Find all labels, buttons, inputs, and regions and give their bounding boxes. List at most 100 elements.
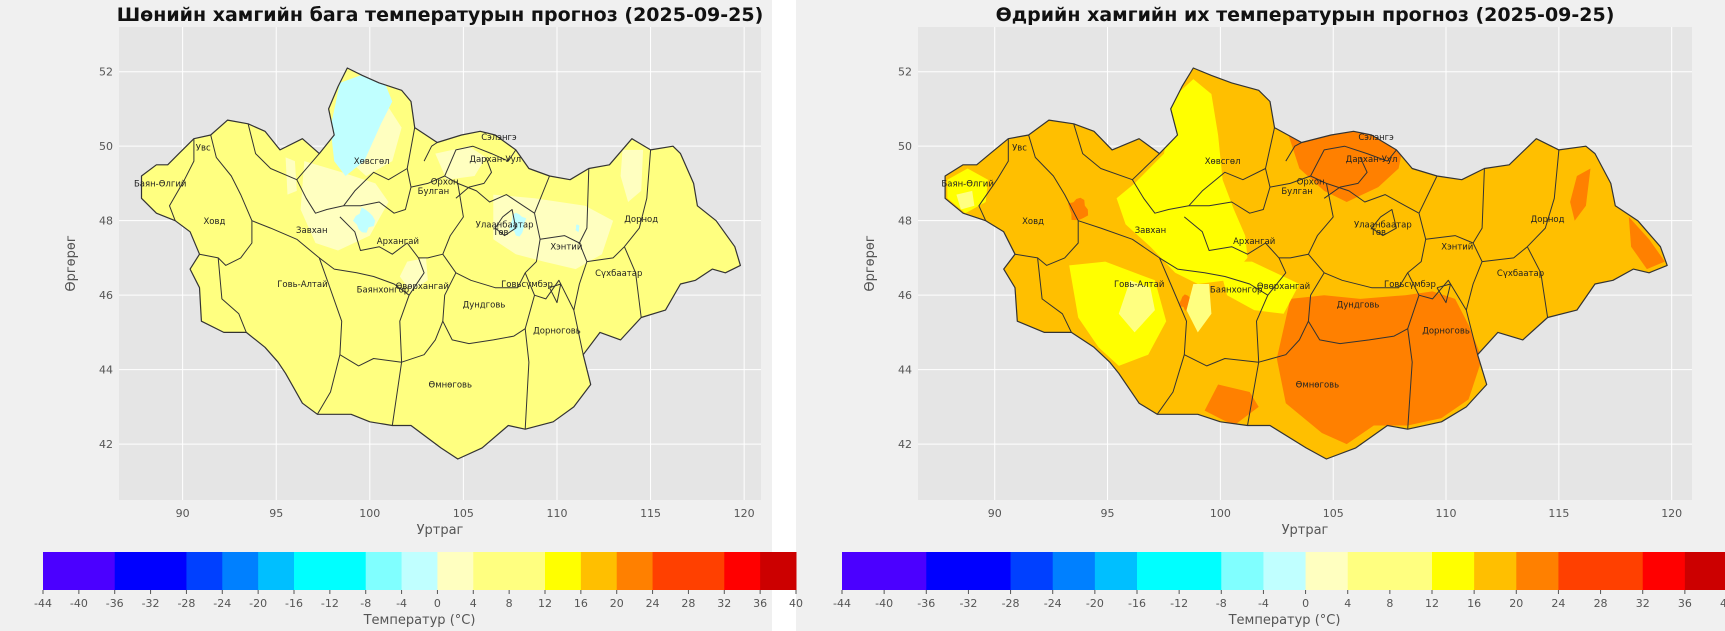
temperature-zone [1116, 79, 1248, 284]
map-max: Өдрийн хамгийн их температурын прогноз (… [833, 4, 1725, 628]
province-label: Баян-Өлгий [941, 179, 993, 189]
colorbar-label: Температур (°C) [363, 613, 476, 628]
temperature-zone [620, 149, 644, 202]
y-tick-label: 50 [898, 140, 912, 153]
temperature-zone [575, 224, 580, 233]
colorbar-tick-label: -4 [396, 597, 407, 610]
province-boundary [444, 145, 517, 177]
colorbar-tick-label: 36 [753, 597, 767, 610]
province-boundary [339, 321, 444, 367]
province-label: Дундговь [1337, 300, 1380, 310]
province-label: Сүхбаатар [1497, 269, 1544, 279]
x-tick-label: 110 [1436, 507, 1457, 520]
colorbar-bin [1263, 552, 1307, 590]
temperature-zone [1570, 168, 1591, 221]
province-boundary [1269, 175, 1334, 259]
temperature-zone [1218, 261, 1300, 314]
colorbar-tick-label: 12 [538, 597, 552, 610]
colorbar-tick-label: -24 [213, 597, 231, 610]
province-label: Сүхбаатар [595, 269, 642, 279]
province-label: Увс [1012, 143, 1027, 153]
province-boundary [623, 246, 642, 318]
temperature-zone [330, 75, 393, 176]
province-label: Орхон [1297, 178, 1325, 188]
province-boundary [339, 216, 425, 426]
colorbar-tick-label: -12 [321, 597, 339, 610]
province-boundary [1308, 182, 1427, 289]
y-tick-label: 48 [99, 215, 113, 228]
province-label: Сэлэнгэ [1358, 133, 1394, 143]
province-boundary [524, 328, 530, 430]
colorbar-tick-label: -24 [1044, 597, 1062, 610]
province-label: Ховд [203, 217, 225, 227]
province-boundary [1073, 123, 1160, 181]
colorbar-tick-label: -8 [1216, 597, 1227, 610]
province-boundary [1183, 216, 1287, 426]
colorbar-tick-label: 32 [717, 597, 731, 610]
map-min: Шөнийн хамгийн бага температурын прогноз… [34, 4, 803, 628]
province-label: Сэлэнгэ [481, 133, 517, 143]
colorbar-bin [222, 552, 259, 590]
province-label: Увс [196, 143, 211, 153]
province-boundary [1310, 145, 1397, 177]
province-label: Дорноговь [1422, 327, 1470, 337]
temperature-zone [1068, 197, 1089, 221]
province-boundary [586, 149, 652, 263]
province-boundary [251, 220, 343, 415]
province-boundary [442, 182, 541, 289]
province-boundary [978, 138, 1009, 221]
y-axis-label: Өргөрөг [64, 235, 79, 291]
colorbar-tick-label: -44 [34, 597, 52, 610]
colorbar-bin [437, 552, 474, 590]
colorbar-tick-label: -28 [1002, 597, 1020, 610]
province-boundary [169, 138, 195, 221]
province-label: Төв [492, 228, 508, 238]
colorbar-tick-label: 40 [789, 597, 803, 610]
province-label: Говь-Алтай [277, 280, 327, 290]
province-boundary [1307, 272, 1420, 345]
x-tick-label: 90 [988, 507, 1002, 520]
colorbar-label: Температур (°C) [1228, 613, 1341, 628]
province-label: Өвөрхангай [396, 282, 449, 292]
colorbar-bin [724, 552, 761, 590]
province-label: Өмнөговь [429, 381, 473, 391]
x-tick-label: 120 [1661, 507, 1682, 520]
colorbar-bin [1558, 552, 1644, 590]
x-tick-label: 95 [269, 507, 283, 520]
colorbar-tick-label: 36 [1678, 597, 1692, 610]
province-label: Хэнтий [1441, 243, 1473, 253]
colorbar-bin [1137, 552, 1222, 590]
province-boundary [534, 175, 550, 214]
y-tick-label: 48 [898, 215, 912, 228]
colorbar-tick-label: 16 [1467, 597, 1481, 610]
province-boundary [1407, 328, 1413, 430]
colorbar-bin [760, 552, 797, 590]
colorbar-bin [1305, 552, 1349, 590]
province-boundary [1407, 272, 1479, 355]
province-label: Хэнтий [550, 243, 582, 253]
x-axis-label: Уртраг [417, 523, 464, 538]
colorbar-bin [365, 552, 403, 590]
colorbar-tick-label: -44 [833, 597, 851, 610]
colorbar: -44 -40 -36 -32 -28 -24 -20 -16 -12 -8 -4 0 4 8 12 16 20… [833, 552, 1725, 628]
province-boundary [1482, 149, 1560, 263]
temperature-zone [1628, 216, 1665, 270]
province-label: Дундговь [463, 300, 506, 310]
province-label: Архангай [377, 237, 419, 247]
colorbar-tick-label: -12 [1170, 597, 1188, 610]
colorbar-bin [926, 552, 1012, 590]
province-boundary [1526, 246, 1549, 318]
province-label: Завхан [296, 226, 327, 236]
province-boundary [318, 257, 410, 296]
temperature-zone [1186, 284, 1212, 333]
province-boundary [1131, 127, 1275, 214]
x-tick-label: 95 [1101, 507, 1115, 520]
colorbar-tick-label: -20 [1086, 597, 1104, 610]
country-outline [140, 67, 742, 460]
province-label: Улаанбаатар [1354, 220, 1412, 230]
province-label: Дорнод [624, 215, 658, 225]
province-boundary [1323, 157, 1368, 199]
colorbar-bin [1052, 552, 1096, 590]
